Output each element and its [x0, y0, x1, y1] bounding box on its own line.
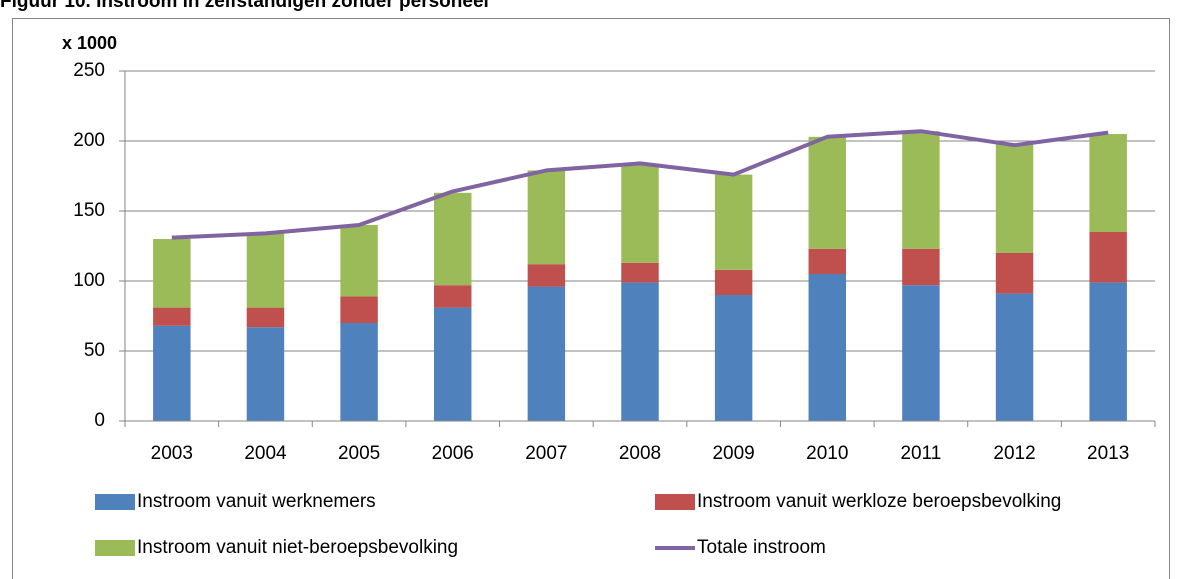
bar — [1089, 282, 1127, 421]
bar — [714, 269, 753, 295]
x-tick-label: 2013 — [1087, 443, 1129, 464]
bar — [153, 239, 191, 308]
legend-swatch — [95, 540, 135, 556]
bar — [621, 282, 659, 421]
bar — [153, 307, 191, 326]
bar — [246, 233, 285, 308]
y-tick-label: 150 — [73, 200, 105, 221]
bar — [153, 325, 191, 421]
bar — [527, 286, 566, 421]
bar — [902, 248, 940, 286]
x-tick-label: 2009 — [712, 443, 754, 464]
bar — [902, 285, 940, 421]
bar — [808, 248, 846, 274]
bar — [808, 274, 846, 421]
legend-swatch — [655, 494, 695, 510]
x-tick-label: 2008 — [619, 443, 661, 464]
chart-title: Figuur 10. Instroom in zelfstandigen zon… — [0, 0, 489, 12]
x-tick-label: 2012 — [993, 443, 1035, 464]
bar — [621, 163, 659, 263]
legend-label: Instroom vanuit niet-beroepsbevolking — [137, 537, 458, 558]
y-tick-label: 0 — [94, 410, 105, 431]
bar — [340, 323, 378, 421]
x-tick-label: 2010 — [806, 443, 848, 464]
bar — [527, 264, 566, 287]
bar — [995, 293, 1034, 421]
x-tick-label: 2011 — [900, 443, 941, 464]
x-tick-label: 2003 — [151, 443, 193, 464]
x-tick-label: 2005 — [338, 443, 380, 464]
legend-label: Instroom vanuit werkloze beroepsbevolkin… — [697, 491, 1061, 512]
bar — [995, 143, 1034, 253]
y-axis-label: x 1000 — [62, 33, 117, 53]
y-tick-label: 250 — [73, 60, 105, 81]
bar — [902, 131, 940, 249]
x-tick-label: 2007 — [525, 443, 567, 464]
y-tick-label: 50 — [84, 340, 105, 361]
bar — [714, 295, 753, 421]
legend-label: Instroom vanuit werknemers — [137, 491, 376, 512]
legend-swatch — [95, 494, 135, 510]
bar — [246, 327, 285, 421]
bar — [434, 307, 472, 421]
bar — [1089, 232, 1127, 283]
bar — [434, 192, 472, 286]
bar — [1089, 134, 1127, 232]
x-tick-label: 2006 — [432, 443, 474, 464]
bar — [714, 174, 753, 270]
bar — [621, 262, 659, 283]
line — [171, 129, 1109, 240]
bar — [246, 307, 285, 328]
bar — [808, 136, 846, 249]
chart-border — [12, 18, 1170, 579]
bar — [434, 285, 472, 308]
bar — [995, 253, 1034, 294]
y-tick-label: 200 — [73, 130, 105, 151]
x-tick-label: 2004 — [244, 443, 287, 464]
bar — [527, 170, 566, 265]
bar — [340, 296, 378, 323]
y-tick-label: 100 — [73, 270, 105, 291]
legend-label: Totale instroom — [697, 537, 826, 558]
bar — [340, 225, 378, 297]
